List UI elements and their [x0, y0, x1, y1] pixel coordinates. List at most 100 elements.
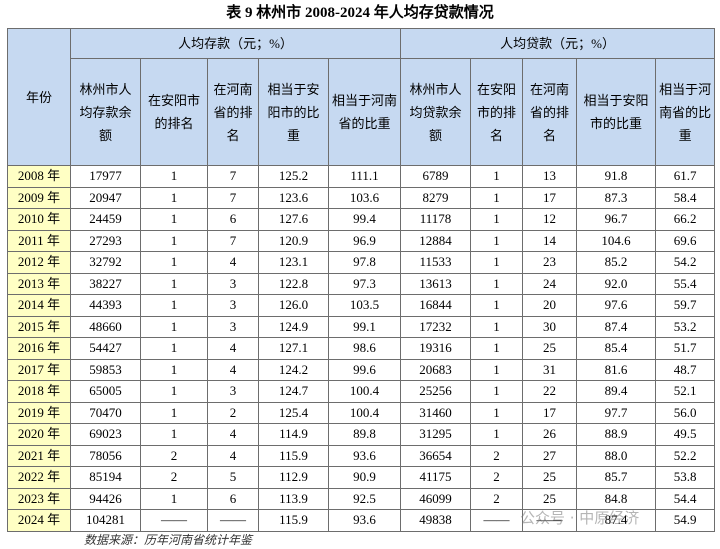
- value-cell: 1: [140, 358, 208, 381]
- value-cell: 1: [140, 165, 208, 188]
- value-cell: 59.7: [655, 294, 716, 317]
- value-cell: 124.7: [258, 380, 329, 403]
- table-row: 2023 年 94426 1 6 113.9 92.5 46099 2 25 84.8 54.4: [7, 487, 716, 510]
- value-cell: 1: [470, 186, 524, 209]
- year-cell: 2024 年: [7, 509, 71, 532]
- value-cell: 55.4: [655, 272, 716, 295]
- value-cell: 1: [140, 186, 208, 209]
- value-cell: 85.2: [576, 251, 657, 274]
- value-cell: 4: [207, 423, 259, 446]
- group-header: 人均贷款（元；%）: [400, 28, 716, 59]
- value-cell: 1: [140, 229, 208, 252]
- value-cell: 1: [470, 251, 524, 274]
- value-cell: 36654: [400, 444, 472, 467]
- value-cell: 1: [140, 380, 208, 403]
- value-cell: 1: [140, 272, 208, 295]
- value-cell: 123.6: [258, 186, 329, 209]
- value-cell: 11178: [400, 208, 472, 231]
- year-cell: 2014 年: [7, 294, 71, 317]
- value-cell: 59853: [70, 358, 141, 381]
- value-cell: 125.2: [258, 165, 329, 188]
- year-cell: 2023 年: [7, 487, 71, 510]
- value-cell: 53.8: [655, 466, 716, 489]
- column-header: 在河南省的排名: [522, 58, 578, 166]
- year-cell: 2008 年: [7, 165, 71, 188]
- value-cell: 56.0: [655, 401, 716, 424]
- value-cell: 87.4: [576, 315, 657, 338]
- value-cell: 44393: [70, 294, 141, 317]
- value-cell: 17: [522, 401, 578, 424]
- table-row: 2018 年 65005 1 3 124.7 100.4 25256 1 22 89.4 52.1: [7, 380, 716, 403]
- value-cell: 12: [522, 208, 578, 231]
- value-cell: 88.9: [576, 423, 657, 446]
- value-cell: 92.0: [576, 272, 657, 295]
- value-cell: 99.1: [327, 315, 402, 338]
- value-cell: 3: [207, 315, 259, 338]
- value-cell: 94426: [70, 487, 141, 510]
- value-cell: 97.8: [327, 251, 402, 274]
- value-cell: 103.5: [327, 294, 402, 317]
- value-cell: 24: [522, 272, 578, 295]
- value-cell: 114.9: [258, 423, 329, 446]
- value-cell: 54.4: [655, 487, 716, 510]
- value-cell: 25: [522, 337, 578, 360]
- value-cell: 53.2: [655, 315, 716, 338]
- value-cell: 31: [522, 358, 578, 381]
- value-cell: 25256: [400, 380, 472, 403]
- value-cell: 87.3: [576, 186, 657, 209]
- table-row: 2017 年 59853 1 4 124.2 99.6 20683 1 31 81.6 48.7: [7, 358, 716, 381]
- value-cell: ——: [207, 509, 259, 532]
- value-cell: 49838: [400, 509, 472, 532]
- table-row: 2010 年 24459 1 6 127.6 99.4 11178 1 12 96.7 66.2: [7, 208, 716, 231]
- value-cell: 16844: [400, 294, 472, 317]
- value-cell: 4: [207, 337, 259, 360]
- value-cell: 98.6: [327, 337, 402, 360]
- value-cell: 111.1: [327, 165, 402, 188]
- value-cell: 7: [207, 186, 259, 209]
- value-cell: 99.6: [327, 358, 402, 381]
- value-cell: 4: [207, 251, 259, 274]
- watermark: 公众号 · 中原经济: [520, 509, 640, 527]
- value-cell: 1: [140, 423, 208, 446]
- value-cell: 85.4: [576, 337, 657, 360]
- value-cell: 104.6: [576, 229, 657, 252]
- year-cell: 2013 年: [7, 272, 71, 295]
- value-cell: 93.6: [327, 444, 402, 467]
- value-cell: 6: [207, 487, 259, 510]
- value-cell: 99.4: [327, 208, 402, 231]
- value-cell: 2: [140, 466, 208, 489]
- value-cell: 85194: [70, 466, 141, 489]
- value-cell: 1: [470, 337, 524, 360]
- value-cell: 4: [207, 358, 259, 381]
- value-cell: 112.9: [258, 466, 329, 489]
- value-cell: 69023: [70, 423, 141, 446]
- value-cell: 125.4: [258, 401, 329, 424]
- value-cell: 20947: [70, 186, 141, 209]
- value-cell: 96.9: [327, 229, 402, 252]
- value-cell: 1: [140, 401, 208, 424]
- value-cell: 1: [470, 272, 524, 295]
- value-cell: 58.4: [655, 186, 716, 209]
- table-row: 2015 年 48660 1 3 124.9 99.1 17232 1 30 87.4 53.2: [7, 315, 716, 338]
- value-cell: 89.8: [327, 423, 402, 446]
- value-cell: 87.4: [576, 509, 657, 532]
- value-cell: 17232: [400, 315, 472, 338]
- value-cell: 7: [207, 229, 259, 252]
- year-header: 年份: [7, 28, 71, 166]
- value-cell: 3: [207, 294, 259, 317]
- value-cell: 113.9: [258, 487, 329, 510]
- value-cell: 81.6: [576, 358, 657, 381]
- value-cell: 115.9: [258, 509, 329, 532]
- value-cell: 124.2: [258, 358, 329, 381]
- year-cell: 2009 年: [7, 186, 71, 209]
- value-cell: 1: [470, 165, 524, 188]
- table-row: 2019 年 70470 1 2 125.4 100.4 31460 1 17 97.7 56.0: [7, 401, 716, 424]
- value-cell: 88.0: [576, 444, 657, 467]
- year-cell: 2020 年: [7, 423, 71, 446]
- value-cell: 54.9: [655, 509, 716, 532]
- value-cell: 48660: [70, 315, 141, 338]
- value-cell: 1: [470, 294, 524, 317]
- value-cell: 4: [207, 444, 259, 467]
- value-cell: 31295: [400, 423, 472, 446]
- value-cell: 2: [470, 466, 524, 489]
